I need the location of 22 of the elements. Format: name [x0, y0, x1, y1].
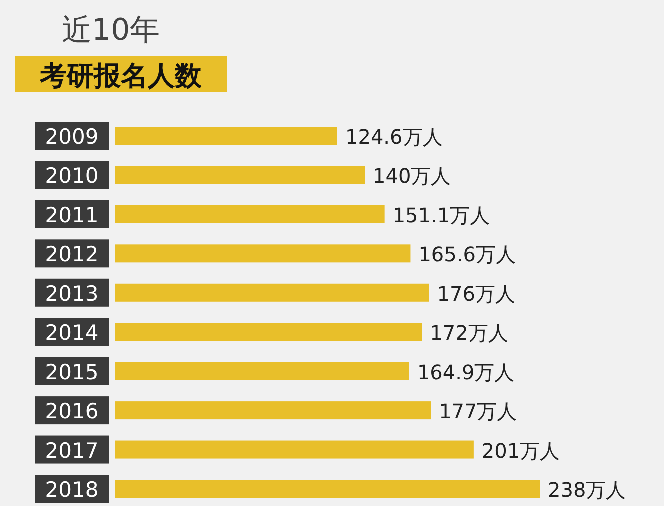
- y-tick-label: 2012: [45, 242, 99, 267]
- chart-title: 近10年: [62, 13, 160, 48]
- data-label: 140万人: [373, 164, 452, 188]
- data-label: 165.6万人: [418, 242, 516, 267]
- data-label: 201万人: [482, 438, 560, 463]
- y-tick-label: 2016: [45, 400, 99, 424]
- y-tick-label: 2018: [45, 478, 99, 502]
- y-tick-label: 2011: [45, 203, 99, 228]
- y-tick-label: 2013: [45, 282, 99, 306]
- data-label: 172万人: [430, 321, 508, 346]
- y-tick-label: 2017: [45, 438, 99, 463]
- data-label: 177万人: [439, 400, 518, 424]
- y-tick-label: 2015: [45, 360, 99, 384]
- data-label: 151.1万人: [392, 203, 490, 228]
- data-label: 238万人: [548, 478, 626, 502]
- y-tick-label: 2009: [45, 125, 99, 149]
- data-label: 176万人: [437, 282, 516, 306]
- data-label: 164.9万人: [417, 360, 515, 384]
- data-label: 124.6万人: [346, 125, 443, 149]
- y-tick-label: 2010: [45, 164, 99, 188]
- chart-subtitle: 考研报名人数: [39, 61, 203, 92]
- y-tick-label: 2014: [45, 321, 99, 346]
